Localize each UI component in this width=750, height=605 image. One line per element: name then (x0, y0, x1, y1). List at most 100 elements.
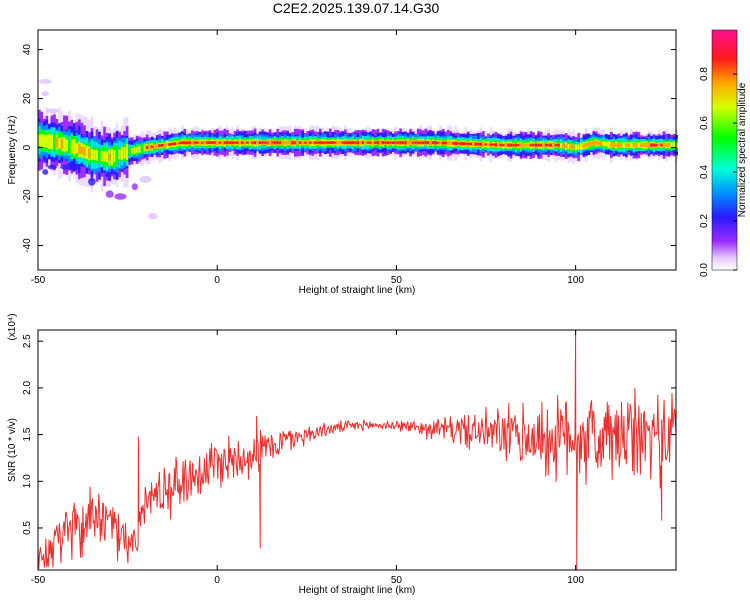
heat-cell (577, 144, 581, 150)
heat-cell (532, 144, 535, 147)
heat-cell (399, 141, 402, 145)
heat-cell (253, 141, 257, 144)
heat-cell (529, 144, 533, 147)
heat-cell (394, 141, 397, 144)
heat-cell (341, 141, 345, 144)
y-tick-label: 2.5 (22, 334, 33, 348)
heat-blob (147, 212, 158, 220)
heat-cell (625, 143, 628, 147)
heat-cell (612, 142, 616, 148)
heat-cell (256, 140, 259, 145)
heat-cell (108, 153, 111, 161)
heat-cell (617, 142, 621, 148)
heat-cell (509, 143, 513, 147)
heat-cell (150, 145, 154, 148)
heat-cell (266, 141, 269, 144)
heat-cell (331, 141, 335, 144)
heat-cell (346, 141, 350, 144)
heat-cell (562, 143, 566, 149)
heat-cell (60, 138, 64, 150)
heat-cell (534, 143, 538, 147)
heat-cell (494, 143, 498, 147)
heat-cell (527, 143, 530, 147)
heat-cell (306, 140, 310, 145)
heat-cell (454, 141, 458, 145)
heat-cell (326, 141, 330, 144)
heat-cell (351, 141, 355, 145)
heat-cell (474, 142, 478, 146)
heat-cell (211, 141, 214, 145)
heat-cell (246, 141, 249, 144)
heat-cell (630, 142, 633, 149)
heat-cell (271, 141, 274, 144)
heat-cell (600, 141, 603, 146)
snr-panel: -50 0 50 100 0.5 1.0 1.5 2.0 2.5 Height of strai… (7, 313, 677, 596)
heat-cell (216, 140, 219, 145)
heat-cell (652, 143, 656, 147)
heat-cell (356, 141, 360, 145)
heat-cell (497, 142, 500, 148)
heat-cell (421, 141, 425, 144)
snr-series-line (37, 329, 677, 571)
snr-ticks: -50 0 50 100 0.5 1.0 1.5 2.0 2.5 (22, 330, 676, 586)
heat-cell (371, 140, 375, 146)
heat-cell (379, 140, 382, 145)
heat-blob (114, 193, 127, 200)
heat-cell (672, 141, 676, 149)
heat-cell (45, 134, 49, 148)
colorbar-label: Normalized spectral amplitude (737, 82, 748, 217)
heat-cell (635, 142, 638, 148)
heat-cell (118, 149, 121, 160)
heat-cell (68, 139, 71, 153)
heat-blob (42, 169, 49, 175)
heat-cell (587, 142, 591, 147)
heat-cell (369, 141, 372, 144)
heat-cell (148, 144, 152, 150)
heat-cell (281, 140, 285, 145)
heat-cell (522, 143, 525, 147)
heat-cell (115, 145, 119, 165)
heat-cell (208, 141, 212, 144)
heat-cell (329, 141, 332, 144)
heat-cell (113, 150, 116, 163)
heat-cell (213, 141, 217, 144)
heat-cell (637, 142, 641, 148)
heat-cell (569, 144, 573, 150)
heat-cell (85, 145, 89, 160)
heat-cell (236, 141, 239, 145)
heat-cell (188, 141, 192, 144)
heat-cell (361, 141, 365, 144)
heat-cell (283, 140, 287, 145)
heat-cell (166, 143, 169, 147)
heat-cell (381, 141, 385, 145)
heat-cell (384, 141, 387, 144)
y-tick-label: 40 (22, 44, 33, 56)
heat-cell (168, 142, 172, 146)
spectrogram-panel: -50 0 50 100 -40 -20 0 20 40 Height of straight … (7, 29, 678, 296)
heat-blob (38, 79, 52, 84)
colorbar-gradient (711, 29, 738, 271)
heat-cell (549, 143, 553, 147)
heat-cell (48, 134, 51, 149)
heat-cell (321, 141, 325, 144)
heat-cell (602, 141, 606, 147)
heat-cell (153, 144, 157, 149)
snr-y-axis-label: SNR (10 * v/v) (7, 418, 18, 482)
figure-title: C2E2.2025.139.07.14.G30 (273, 0, 440, 16)
heat-blob (88, 177, 96, 186)
y-tick-label: -20 (22, 189, 33, 204)
heat-cell (223, 141, 227, 145)
heat-cell (517, 143, 520, 147)
heat-cell (248, 141, 252, 145)
heat-cell (537, 143, 540, 147)
heat-blob (105, 190, 114, 198)
colorbar-tick-label: 0.2 (699, 214, 710, 228)
heat-cell (567, 143, 571, 149)
heat-cell (389, 141, 392, 144)
heat-blob (41, 91, 49, 97)
x-tick-label: 0 (214, 575, 220, 586)
heat-cell (585, 143, 588, 147)
heat-cell (482, 141, 485, 147)
